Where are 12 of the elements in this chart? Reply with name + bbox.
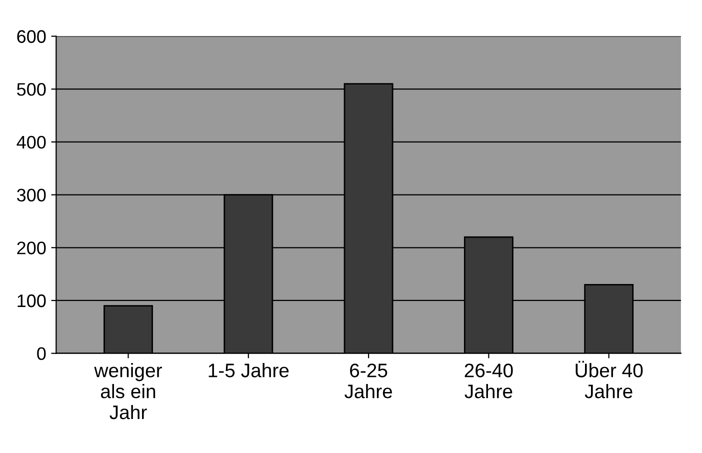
x-tick-label: Über 40 Jahre — [576, 360, 643, 398]
y-tick-label: 100 — [18, 294, 46, 308]
x-tick-label: 6-25 Jahre — [344, 364, 392, 398]
x-tick-label: weniger als ein Jahr — [94, 363, 162, 420]
y-tick-label: 500 — [17, 83, 46, 96]
y-tick-label: 200 — [17, 242, 46, 254]
y-tick-label: 0 — [37, 347, 46, 360]
x-tick-label: 1-5 Jahre — [208, 363, 289, 378]
y-tick-label: 400 — [16, 136, 46, 149]
x-tick-label: 26-40 Jahre — [464, 364, 513, 398]
y-tick-label: 600 — [17, 30, 46, 43]
y-tick-label: 300 — [17, 188, 46, 202]
